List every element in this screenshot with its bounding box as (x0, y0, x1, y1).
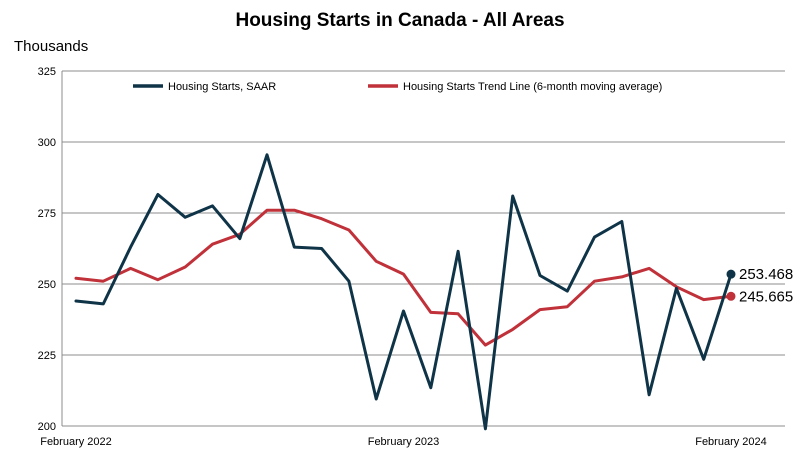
y-tick-label: 275 (38, 208, 56, 220)
y-tick-label: 200 (38, 421, 56, 433)
series-line (74, 153, 733, 431)
y-axis-label: Thousands (14, 38, 89, 55)
end-value-label: 253.468 (739, 266, 793, 283)
y-tick-label: 300 (38, 137, 56, 149)
y-tick-label: 250 (38, 279, 56, 291)
end-point-marker (726, 291, 736, 301)
end-value-label: 245.665 (739, 288, 793, 305)
y-tick-label: 225 (38, 350, 56, 362)
x-tick-label: February 2022 (40, 436, 112, 448)
legend-label: Housing Starts Trend Line (6-month movin… (403, 81, 662, 93)
legend-label: Housing Starts, SAAR (168, 81, 276, 93)
x-tick-label: February 2023 (368, 436, 440, 448)
chart-title: Housing Starts in Canada - All Areas (235, 10, 565, 31)
y-tick-label: 325 (38, 66, 56, 78)
x-tick-label: February 2024 (695, 436, 767, 448)
series-line (74, 208, 733, 347)
end-point-marker (726, 269, 736, 279)
